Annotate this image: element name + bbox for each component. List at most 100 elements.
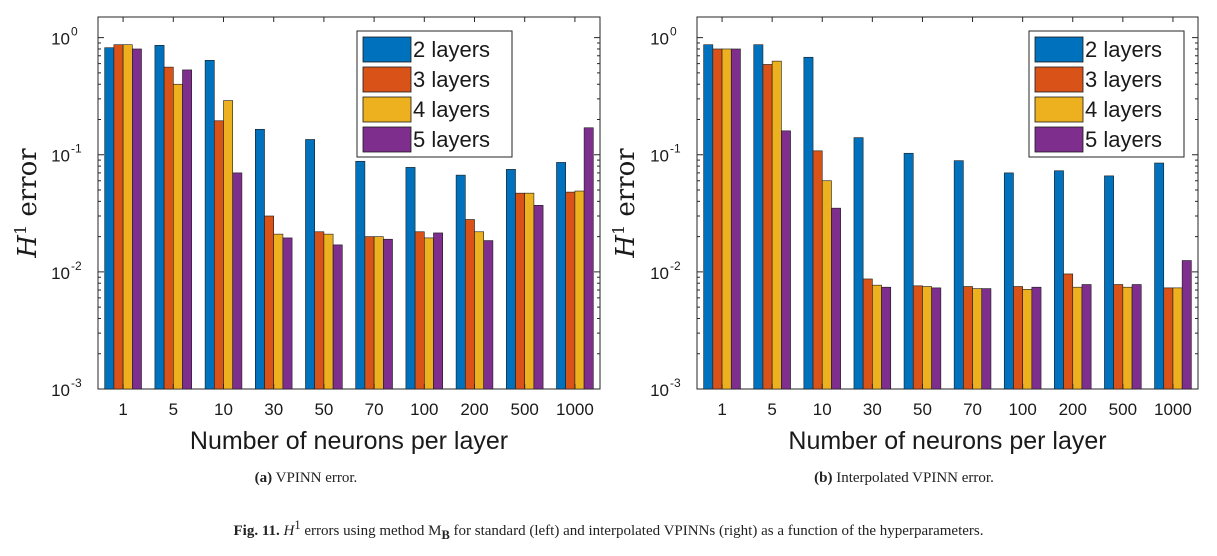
bar <box>853 137 864 390</box>
x-tick-label: 100 <box>410 400 438 419</box>
bar <box>132 48 142 390</box>
bar <box>204 60 215 390</box>
bar <box>872 284 882 390</box>
bar <box>455 174 466 390</box>
bar <box>953 160 964 390</box>
x-tick-label: 5 <box>169 400 178 419</box>
bar <box>881 286 892 390</box>
x-tick-label: 50 <box>913 400 932 419</box>
bar <box>264 215 274 390</box>
y-tick-exponent: -3 <box>670 376 681 390</box>
x-tick-label: 1000 <box>1154 400 1192 419</box>
y-tick-label: 10 <box>51 30 70 49</box>
bar <box>524 192 535 390</box>
x-tick-label: 5 <box>767 400 776 419</box>
subcaption-a: (a) VPINN error. <box>106 470 506 487</box>
x-tick-label: 500 <box>511 400 539 419</box>
y-tick-label: 10 <box>650 264 669 283</box>
bar <box>721 48 732 390</box>
y-tick-exponent: 0 <box>71 25 78 39</box>
bar <box>433 232 443 390</box>
y-tick-label: 10 <box>51 264 70 283</box>
bar <box>771 60 782 390</box>
bar <box>831 207 841 390</box>
bar <box>1104 175 1114 390</box>
bar <box>182 69 192 390</box>
y-tick-label: 10 <box>650 147 669 166</box>
x-tick-label: 1000 <box>556 400 594 419</box>
legend-entry: 4 layers <box>1085 97 1162 122</box>
bar <box>474 231 484 390</box>
bar <box>753 44 764 390</box>
x-tick-label: 1 <box>717 400 726 419</box>
bar <box>483 240 494 390</box>
y-tick-label: 10 <box>650 30 669 49</box>
bar <box>373 236 384 390</box>
bar <box>803 56 814 390</box>
bar <box>104 47 115 390</box>
x-tick-label: 500 <box>1109 400 1137 419</box>
x-tick-label: 70 <box>963 400 982 419</box>
bar <box>1063 273 1074 390</box>
subcaption-b: (b) Interpolated VPINN error. <box>704 470 1104 487</box>
bar <box>255 128 265 390</box>
bar <box>730 48 741 390</box>
bar <box>414 231 425 390</box>
legend-swatch <box>362 126 412 153</box>
bar <box>382 238 393 390</box>
subcaption-b-text: Interpolated VPINN error. <box>832 470 994 486</box>
bar <box>1163 287 1174 390</box>
bar <box>574 190 585 390</box>
x-tick-label: 70 <box>365 400 384 419</box>
legend-swatch <box>362 96 412 123</box>
bar <box>1131 284 1142 390</box>
bar <box>173 83 183 390</box>
bar <box>821 180 832 390</box>
bar <box>556 162 566 390</box>
bar <box>903 152 914 390</box>
x-axis-label: Number of neurons per layer <box>788 427 1106 455</box>
bar <box>912 285 923 390</box>
bar <box>214 120 224 390</box>
bar <box>122 44 133 390</box>
legend-swatch <box>362 66 412 93</box>
bar <box>1122 286 1133 390</box>
y-tick-exponent: -3 <box>71 376 82 390</box>
bar <box>972 288 983 390</box>
bar <box>762 64 773 390</box>
bar <box>812 150 823 390</box>
x-tick-label: 1 <box>118 400 127 419</box>
y-tick-exponent: 0 <box>670 25 677 39</box>
bar <box>273 233 284 390</box>
bar <box>332 244 343 390</box>
legend-entry: 5 layers <box>413 127 490 152</box>
bar <box>1172 287 1183 390</box>
bar <box>981 288 992 390</box>
bar <box>922 286 932 390</box>
x-tick-label: 30 <box>264 400 283 419</box>
bar <box>781 130 791 390</box>
y-tick-exponent: -1 <box>670 142 681 156</box>
chart-panel-a: 10-310-210-110 01 5 10 30 50 70 100 200 500 1000Nu… <box>11 16 601 455</box>
subcaption-a-label: (a) <box>254 470 273 486</box>
bar <box>1181 260 1192 390</box>
bar <box>1013 286 1023 390</box>
bar <box>154 44 165 390</box>
x-tick-label: 200 <box>1059 400 1087 419</box>
bar <box>931 287 942 390</box>
legend-entry: 2 layers <box>1085 37 1162 62</box>
figure-caption-after: for standard (left) and interpolated VPI… <box>449 523 984 539</box>
bar <box>963 286 973 390</box>
legend: 2 layers 3 layers 4 layers 5 layers <box>356 30 513 158</box>
y-axis-label: H1 error <box>11 148 43 259</box>
x-tick-label: 10 <box>813 400 832 419</box>
x-tick-label: 50 <box>314 400 333 419</box>
x-tick-label: 30 <box>863 400 882 419</box>
figure-caption-sub: B <box>441 528 450 542</box>
y-tick-label: 10 <box>650 381 669 400</box>
legend-entry: 3 layers <box>1085 67 1162 92</box>
bar <box>305 139 315 390</box>
figure-caption-label: Fig. 11. <box>233 523 280 539</box>
subcaption-b-label: (b) <box>814 470 833 486</box>
bar <box>1022 288 1033 390</box>
